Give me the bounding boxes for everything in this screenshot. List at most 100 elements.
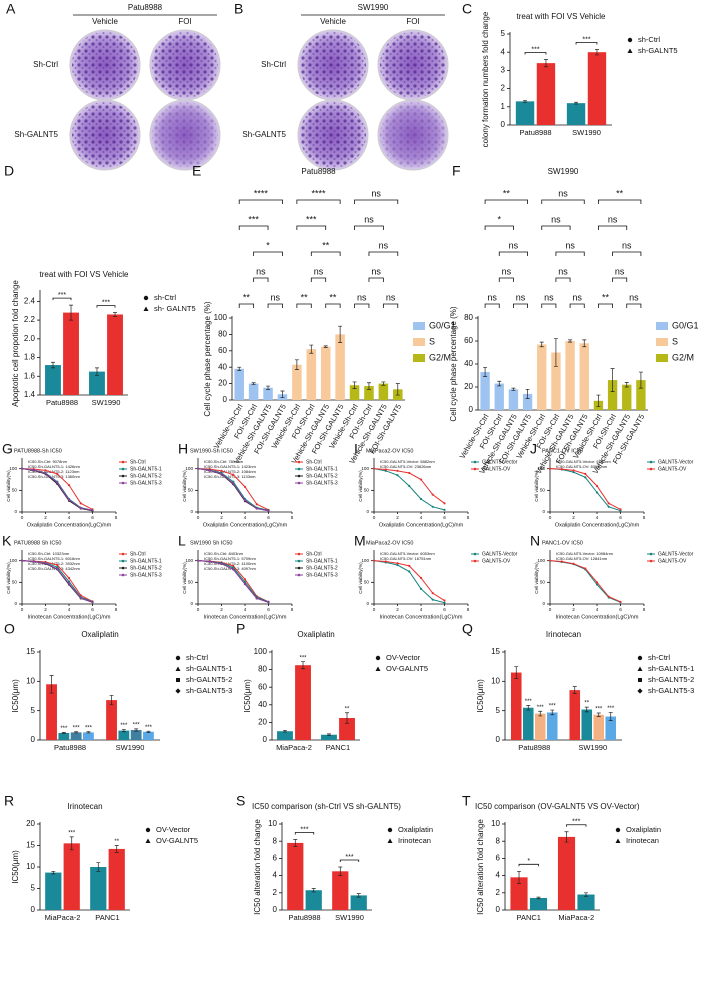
legend-swatch bbox=[413, 322, 425, 330]
legend-marker bbox=[175, 666, 181, 671]
point bbox=[408, 471, 411, 475]
panel-letter: T bbox=[462, 793, 471, 809]
y-tick-label: 8 bbox=[496, 836, 501, 845]
bar bbox=[287, 842, 304, 910]
ic50-note: IC50-Sh-Ctrl: 8403nm bbox=[204, 551, 244, 556]
error-bar bbox=[352, 381, 357, 389]
y-tick-label: 1.4 bbox=[24, 390, 36, 399]
colonies bbox=[300, 32, 366, 98]
bracket bbox=[566, 824, 587, 827]
legend-label: sh-GALNT5 bbox=[638, 46, 678, 55]
x-tick-label: 0 bbox=[373, 515, 376, 520]
x-tick-label: 2 bbox=[572, 515, 575, 520]
bracket bbox=[296, 225, 327, 230]
point bbox=[607, 502, 610, 505]
bracket bbox=[612, 277, 628, 282]
legend-label: sh-Ctrl bbox=[648, 653, 670, 662]
error-bar bbox=[49, 675, 54, 694]
chart-title: Oxaliplatin bbox=[81, 630, 118, 639]
legend-label: Oxaliplatin bbox=[626, 825, 661, 834]
x-tick-label: 8 bbox=[291, 515, 294, 520]
y-tick-label: 50 bbox=[188, 488, 194, 493]
bracket bbox=[598, 303, 613, 308]
bar bbox=[321, 734, 337, 740]
legend-label: Sh-Ctrl bbox=[306, 551, 322, 557]
x-axis-label: Oxaliplatin Concentration(LgC)/nm bbox=[27, 522, 112, 528]
legend-marker bbox=[649, 552, 653, 556]
significance: ns bbox=[270, 292, 280, 302]
legend-label: GALNT5-OV bbox=[482, 466, 511, 472]
legend-label: GALNT5-OV bbox=[482, 558, 511, 564]
y-tick-label: 100 bbox=[185, 466, 193, 471]
legend-label: sh-GALNT5-3 bbox=[186, 686, 232, 695]
bar bbox=[607, 380, 618, 410]
legend-marker bbox=[637, 655, 643, 661]
bar bbox=[494, 383, 504, 410]
y-tick-label: 50 bbox=[188, 580, 194, 585]
y-tick-label: 8 bbox=[273, 836, 278, 845]
x-tick-label: 0 bbox=[21, 607, 24, 612]
y-tick-label: 1.6 bbox=[24, 371, 36, 380]
x-tick-label: 0 bbox=[549, 607, 552, 612]
legend-marker bbox=[121, 467, 125, 471]
legend-marker bbox=[615, 827, 621, 833]
point bbox=[607, 505, 610, 508]
point bbox=[44, 562, 47, 565]
y-tick-label: 0 bbox=[190, 601, 193, 606]
point bbox=[408, 484, 411, 488]
bracket bbox=[626, 303, 642, 308]
legend-label: Sh-GALNT5-2 bbox=[306, 473, 338, 479]
ic50-note: IC50-Sh-Ctrl: 7814nm bbox=[204, 459, 244, 464]
point bbox=[56, 472, 59, 475]
row-label: Sh-GALNT5 bbox=[14, 130, 58, 139]
point bbox=[220, 469, 223, 472]
error-bar bbox=[574, 101, 579, 105]
bracket bbox=[484, 303, 500, 308]
ic50-note: IC50-Sh-Ctrl: 9078nm bbox=[28, 459, 68, 464]
legend-marker bbox=[637, 666, 643, 671]
legend-label: S bbox=[429, 336, 435, 346]
y-tick-label: 2.0 bbox=[24, 334, 36, 343]
point bbox=[232, 568, 235, 571]
panel-letter: Q bbox=[462, 621, 473, 637]
legend-label: sh-GALNT5-1 bbox=[186, 664, 232, 673]
bracket bbox=[569, 303, 585, 308]
bracket bbox=[368, 251, 399, 256]
x-tick-label: 4 bbox=[244, 607, 247, 612]
significance: ** bbox=[602, 292, 610, 302]
y-axis-label: Cell viability(%) bbox=[182, 470, 187, 502]
error-bar bbox=[69, 304, 74, 321]
significance: ** bbox=[616, 188, 624, 198]
significance: ns bbox=[509, 240, 519, 250]
significance: *** bbox=[60, 726, 68, 732]
point bbox=[384, 560, 387, 563]
error-bar bbox=[610, 368, 615, 392]
y-tick-label: 20 bbox=[258, 718, 267, 727]
bracket bbox=[238, 303, 255, 308]
panel-letter: P bbox=[236, 621, 245, 637]
x-tick-label: 4 bbox=[420, 607, 423, 612]
significance: *** bbox=[145, 725, 153, 731]
point bbox=[548, 467, 552, 470]
bar bbox=[248, 383, 259, 400]
bar bbox=[108, 848, 125, 910]
panel-letter: C bbox=[462, 1, 472, 17]
y-tick-label: 1 bbox=[501, 102, 506, 111]
bracket bbox=[555, 277, 571, 282]
legend-label: sh-GALNT5-1 bbox=[648, 664, 694, 673]
legend-marker bbox=[121, 460, 125, 464]
y-axis-label: Cell viability(%) bbox=[6, 562, 11, 594]
error-bar bbox=[553, 338, 558, 367]
y-tick-label: 0 bbox=[496, 905, 501, 914]
y-tick-label: 50 bbox=[12, 488, 18, 493]
colonies bbox=[152, 32, 218, 98]
point bbox=[220, 472, 223, 475]
bracket bbox=[310, 251, 341, 256]
bracket bbox=[325, 303, 341, 308]
significance: ** bbox=[345, 706, 350, 712]
significance: *** bbox=[300, 655, 308, 661]
panel-letter: J bbox=[530, 441, 537, 457]
legend-label: sh- GALNT5 bbox=[154, 304, 196, 313]
bar bbox=[46, 684, 57, 740]
legend-label: GALNT5-OV bbox=[658, 466, 687, 472]
